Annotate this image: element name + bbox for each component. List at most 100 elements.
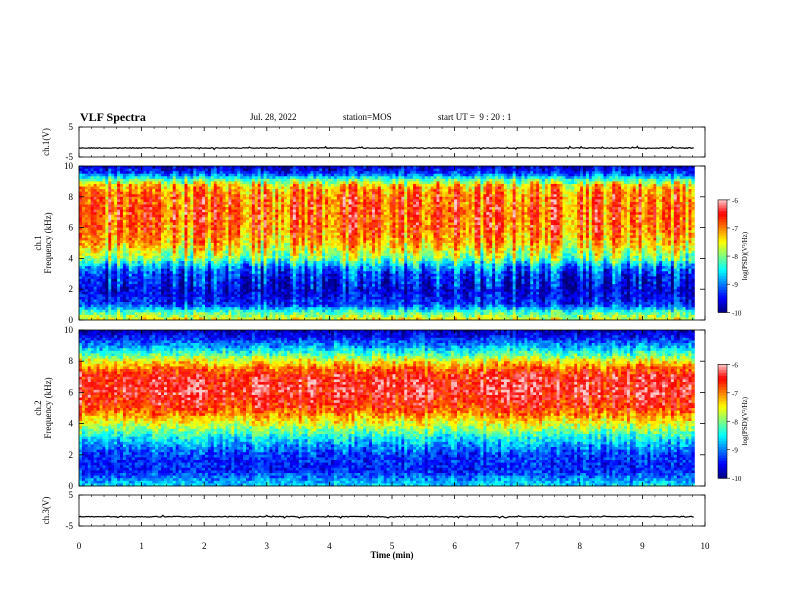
spectrogram-cell — [149, 225, 152, 228]
spectrogram-cell — [126, 202, 129, 205]
spectrogram-cell — [132, 258, 135, 261]
spectrogram-cell — [117, 310, 120, 313]
spectrogram-cell — [82, 289, 85, 292]
spectrogram-cell — [126, 287, 129, 290]
spectrogram-cell — [155, 261, 158, 264]
spectrogram-cell — [123, 258, 126, 261]
spectrogram-cell — [100, 297, 103, 300]
spectrogram-cell — [82, 261, 85, 264]
spectrogram-cell — [85, 282, 88, 285]
spectrogram-cell — [105, 287, 108, 290]
spectrogram-cell — [135, 284, 138, 287]
spectrogram-cell — [114, 276, 117, 279]
spectrogram-cell — [123, 187, 126, 190]
spectrogram-cell — [155, 187, 158, 190]
spectrogram-cell — [88, 315, 91, 318]
spectrogram-cell — [91, 282, 94, 285]
spectrogram-cell — [114, 297, 117, 300]
spectrogram-cell — [97, 225, 100, 228]
spectrogram-cell — [146, 189, 149, 192]
spectrogram-cell — [138, 222, 141, 225]
spectrogram-cell — [158, 189, 161, 192]
spectrogram-cell — [120, 271, 123, 274]
spectrogram-cell — [123, 194, 126, 197]
spectrogram-cell — [82, 181, 85, 184]
spectrogram-cell — [123, 199, 126, 202]
spectrogram-cell — [141, 217, 144, 220]
spectrogram-cell — [100, 192, 103, 195]
spectrogram-cell — [102, 225, 105, 228]
spectrogram-cell — [138, 261, 141, 264]
spectrogram-cell — [149, 294, 152, 297]
spectrogram-cell — [129, 287, 132, 290]
spectrogram-cell — [129, 282, 132, 285]
spectrogram-cell — [117, 179, 120, 182]
spectrogram-cell — [132, 243, 135, 246]
spectrogram-cell — [85, 297, 88, 300]
ch1-spectrogram-panel: 0246810ch.1 Frequency (kHz) — [33, 161, 705, 325]
spectrogram-cell — [149, 176, 152, 179]
spectrogram-cell — [138, 238, 141, 241]
spectrogram-cell — [114, 174, 117, 177]
spectrogram-cell — [135, 192, 138, 195]
spectrogram-cell — [161, 176, 164, 179]
spectrogram-cell — [97, 217, 100, 220]
spectrogram-cell — [108, 297, 111, 300]
spectrogram-cell — [88, 253, 91, 256]
spectrogram-cell — [91, 233, 94, 236]
spectrogram-cell — [123, 315, 126, 318]
spectrogram-cell — [155, 269, 158, 272]
spectrogram-cell — [100, 238, 103, 241]
spectrogram-cell — [94, 184, 97, 187]
spectrogram-cell — [105, 294, 108, 297]
spectrogram-cell — [82, 222, 85, 225]
spectrogram-cell — [129, 225, 132, 228]
spectrogram-cell — [79, 179, 82, 182]
spectrogram-cell — [97, 184, 100, 187]
spectrogram-cell — [155, 289, 158, 292]
spectrogram-cell — [155, 166, 158, 169]
spectrogram-cell — [91, 235, 94, 238]
spectrogram-cell — [155, 169, 158, 172]
spectrogram-cell — [108, 248, 111, 251]
spectrogram-cell — [82, 282, 85, 285]
spectrogram-cell — [117, 205, 120, 208]
spectrogram-cell — [161, 282, 164, 285]
spectrogram-cell — [123, 264, 126, 267]
spectrogram-cell — [132, 307, 135, 310]
spectrogram-cell — [146, 220, 149, 223]
spectrogram-cell — [152, 238, 155, 241]
spectrogram-cell — [85, 274, 88, 277]
spectrogram-cell — [161, 266, 164, 269]
spectrogram-cell — [97, 248, 100, 251]
spectrogram-cell — [126, 230, 129, 233]
spectrogram-cell — [91, 292, 94, 295]
spectrogram-cell — [100, 299, 103, 302]
spectrogram-cell — [120, 276, 123, 279]
spectrogram-cell — [138, 205, 141, 208]
spectrogram-cell — [141, 199, 144, 202]
spectrogram-cell — [105, 243, 108, 246]
spectrogram-cell — [123, 246, 126, 249]
spectrogram-cell — [143, 210, 146, 213]
spectrogram-cell — [152, 310, 155, 313]
spectrogram-cell — [135, 199, 138, 202]
spectrogram-cell — [85, 240, 88, 243]
spectrogram-cell — [88, 312, 91, 315]
spectrogram-cell — [158, 176, 161, 179]
spectrogram-cell — [158, 220, 161, 223]
spectrogram-cell — [120, 233, 123, 236]
spectrogram-cell — [114, 289, 117, 292]
spectrogram-cell — [117, 240, 120, 243]
spectrogram-cell — [152, 246, 155, 249]
spectrogram-cell — [129, 215, 132, 218]
spectrogram-cell — [149, 212, 152, 215]
spectrogram-cell — [94, 230, 97, 233]
spectrogram-cell — [120, 207, 123, 210]
spectrogram-cell — [117, 222, 120, 225]
spectrogram-cell — [126, 166, 129, 169]
spectrogram-cell — [108, 238, 111, 241]
spectrogram-cell — [85, 276, 88, 279]
spectrogram-cell — [100, 251, 103, 254]
spectrogram-cell — [97, 197, 100, 200]
